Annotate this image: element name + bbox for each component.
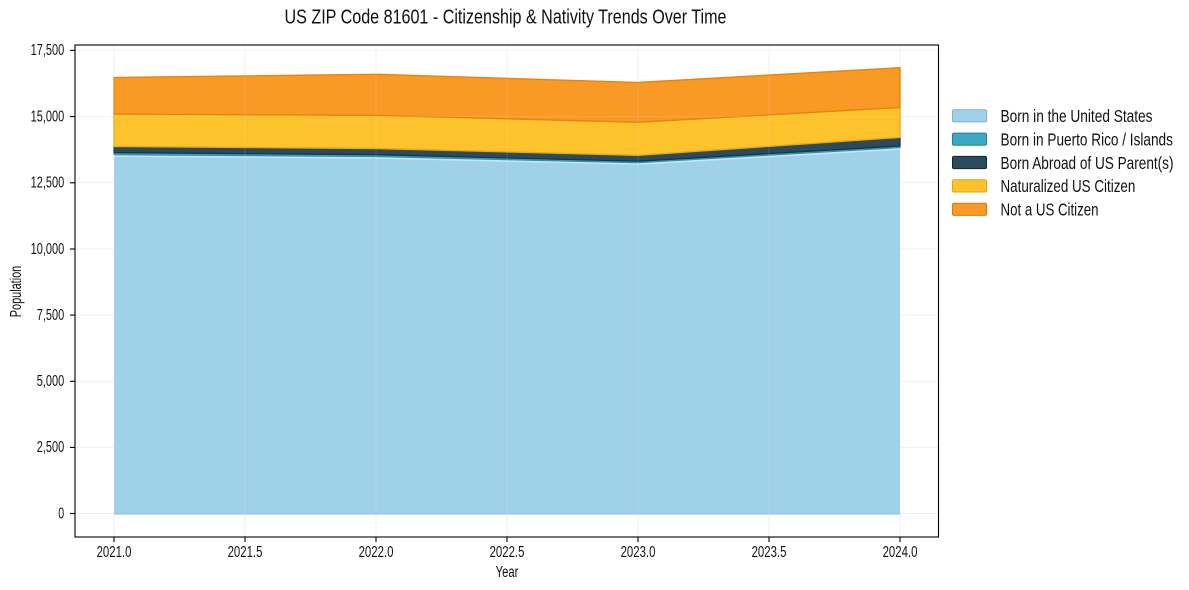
svg-text:US ZIP Code 81601 - Citizenshi: US ZIP Code 81601 - Citizenship & Nativi… (285, 7, 727, 29)
svg-text:0: 0 (58, 505, 64, 522)
svg-text:2021.0: 2021.0 (97, 544, 132, 561)
svg-text:2022.0: 2022.0 (359, 544, 394, 561)
svg-text:Not a US Citizen: Not a US Citizen (1001, 199, 1099, 219)
svg-text:10,000: 10,000 (31, 241, 65, 258)
svg-text:2024.0: 2024.0 (883, 544, 918, 561)
svg-text:Naturalized US Citizen: Naturalized US Citizen (1001, 176, 1136, 196)
svg-text:Born Abroad of US Parent(s): Born Abroad of US Parent(s) (1001, 153, 1174, 173)
svg-text:5,000: 5,000 (37, 373, 64, 390)
svg-text:2023.0: 2023.0 (621, 544, 656, 561)
svg-text:2,500: 2,500 (37, 439, 64, 456)
svg-text:12,500: 12,500 (31, 175, 65, 192)
svg-text:Born in the United States: Born in the United States (1001, 106, 1153, 126)
svg-text:Year: Year (496, 564, 519, 581)
svg-text:15,000: 15,000 (31, 108, 65, 125)
svg-text:17,500: 17,500 (31, 42, 65, 59)
svg-text:2021.5: 2021.5 (228, 544, 263, 561)
svg-text:2023.5: 2023.5 (752, 544, 787, 561)
svg-text:7,500: 7,500 (37, 307, 64, 324)
svg-text:Population: Population (8, 266, 25, 317)
svg-text:2022.5: 2022.5 (490, 544, 525, 561)
svg-text:Born in Puerto Rico / Islands: Born in Puerto Rico / Islands (1001, 130, 1174, 150)
